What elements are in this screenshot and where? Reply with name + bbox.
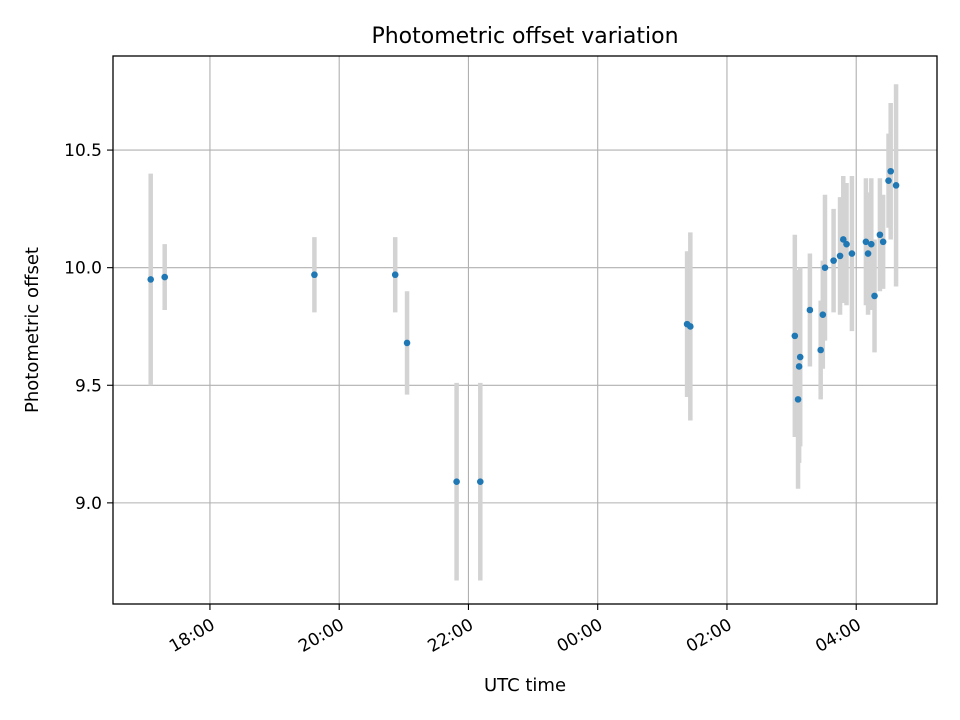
data-point (848, 250, 856, 257)
data-point (887, 167, 894, 175)
plot-frame (112, 55, 938, 605)
data-point (453, 478, 460, 485)
data-point (862, 238, 870, 246)
x-axis-label: UTC time (484, 675, 566, 696)
data-point (879, 238, 887, 246)
data-point (795, 363, 803, 370)
data-point (147, 276, 154, 283)
data-point (161, 273, 169, 281)
data-point (839, 236, 847, 243)
y-tick-label: 9.0 (75, 494, 102, 514)
data-point (391, 271, 399, 279)
data-point (821, 264, 829, 271)
y-tick-label: 10.0 (64, 259, 102, 279)
data-point (791, 332, 799, 340)
y-axis-label: Photometric offset (22, 247, 43, 413)
data-point (796, 353, 804, 361)
data-point (843, 240, 850, 248)
data-point (864, 250, 872, 257)
data-point (817, 346, 824, 354)
data-point (476, 478, 484, 485)
data-point (311, 271, 318, 279)
data-point (876, 231, 884, 239)
data-point (871, 292, 878, 300)
data-point (836, 252, 844, 260)
data-point (403, 339, 411, 347)
data-point (806, 306, 814, 314)
chart-title: Photometric offset variation (371, 24, 678, 49)
data-point (819, 311, 827, 319)
data-point (867, 240, 875, 248)
data-point (885, 177, 892, 184)
data-point (687, 323, 694, 330)
y-tick-label: 9.5 (75, 376, 102, 396)
data-point (892, 182, 900, 189)
data-point (830, 257, 837, 264)
y-tick-label: 10.5 (64, 141, 102, 161)
data-point (794, 396, 802, 403)
data-points (147, 167, 900, 485)
